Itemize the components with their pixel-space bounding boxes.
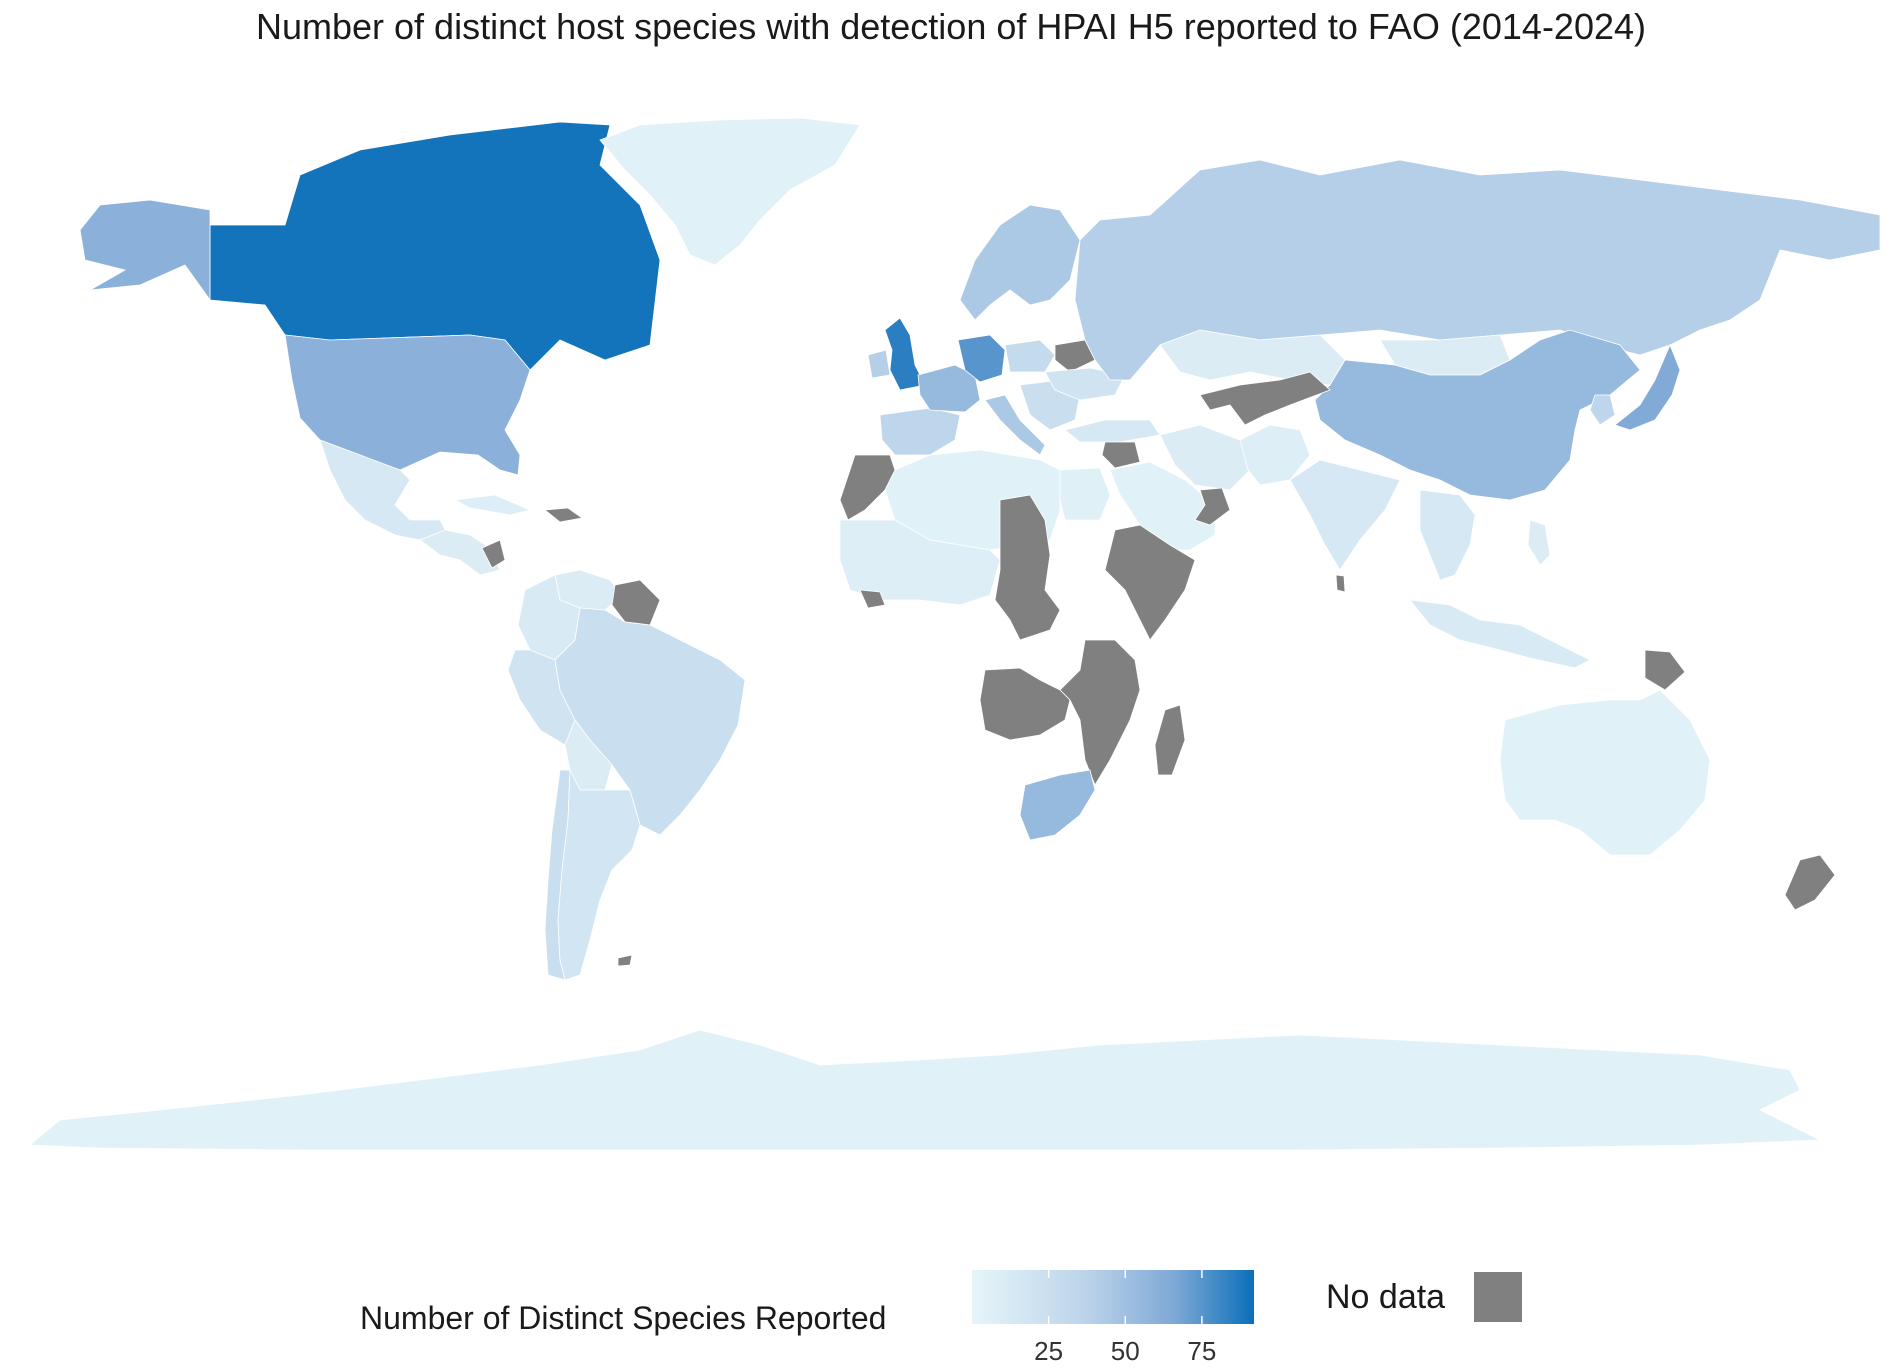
region-spain-portugal — [879, 407, 961, 456]
region-ireland — [867, 349, 891, 379]
region-russia — [1074, 159, 1881, 381]
region-mexico — [319, 439, 446, 541]
legend-title: Number of Distinct Species Reported — [360, 1300, 887, 1336]
region-saudi-arabia — [1109, 461, 1216, 551]
legend-colorbar — [972, 1270, 1254, 1324]
region-southeast-asia — [1419, 489, 1476, 581]
region-falkland-islands — [617, 954, 633, 967]
region-united-states — [284, 334, 531, 476]
region-belarus — [1054, 339, 1096, 373]
region-france — [917, 364, 981, 413]
region-morocco-western-sahara — [839, 454, 896, 521]
region-angola-namibia-botswana — [979, 667, 1071, 741]
region-philippines — [1527, 519, 1551, 566]
region-oman-uae — [1194, 487, 1231, 526]
region-nicaragua — [481, 539, 506, 569]
country-regions — [28, 117, 1881, 1151]
region-germany — [957, 334, 1006, 383]
region-greenland — [599, 117, 861, 266]
region-korea — [1589, 394, 1616, 426]
region-central-america — [419, 529, 501, 576]
region-antarctica — [28, 1029, 1821, 1151]
region-china — [1314, 329, 1641, 501]
region-sierra-leone-liberia — [859, 589, 886, 609]
region-central-asia-uzbekistan-turkmenistan-kyrgyzstan-tajikistan — [1199, 371, 1331, 426]
no-data-swatch — [1474, 1272, 1522, 1322]
region-scandinavia — [959, 204, 1081, 321]
legend-tick-label: 25 — [1034, 1336, 1064, 1366]
region-syria-lebanon — [1101, 441, 1141, 469]
region-new-zealand — [1784, 854, 1836, 911]
region-india — [1289, 459, 1401, 571]
map-title: Number of distinct host species with det… — [255, 6, 1647, 47]
region-iran — [1159, 424, 1251, 491]
region-madagascar — [1154, 704, 1186, 776]
region-poland — [1004, 339, 1056, 373]
region-argentina — [557, 769, 641, 981]
region-egypt — [1059, 467, 1111, 521]
region-japan — [1614, 343, 1681, 431]
no-data-label: No data — [1326, 1278, 1446, 1316]
region-alaska — [79, 199, 211, 302]
region-afghanistan-pakistan — [1239, 424, 1311, 486]
legend-tick-label: 50 — [1110, 1336, 1140, 1366]
region-ukraine — [1044, 367, 1126, 401]
legend-ticks — [1047, 1270, 1203, 1324]
region-papua-new-guinea — [1644, 649, 1686, 691]
region-south-africa — [1019, 769, 1096, 841]
region-australia — [1499, 689, 1711, 856]
region-cuba — [453, 494, 532, 516]
region-canada — [209, 121, 661, 371]
region-sri-lanka — [1335, 574, 1346, 593]
region-indonesia — [1409, 599, 1591, 669]
region-haiti-dominican-republic — [543, 507, 584, 523]
region-ethiopia-somalia-kenya — [1104, 524, 1196, 641]
region-turkey — [1064, 419, 1161, 443]
region-sudan-central-african-republic-dr-congo — [994, 494, 1061, 641]
region-tanzania-zambia-mozambique-malawi — [1059, 639, 1141, 786]
legend-tick-label: 75 — [1187, 1336, 1217, 1366]
region-italy — [984, 394, 1046, 456]
region-west-africa — [839, 519, 1001, 606]
